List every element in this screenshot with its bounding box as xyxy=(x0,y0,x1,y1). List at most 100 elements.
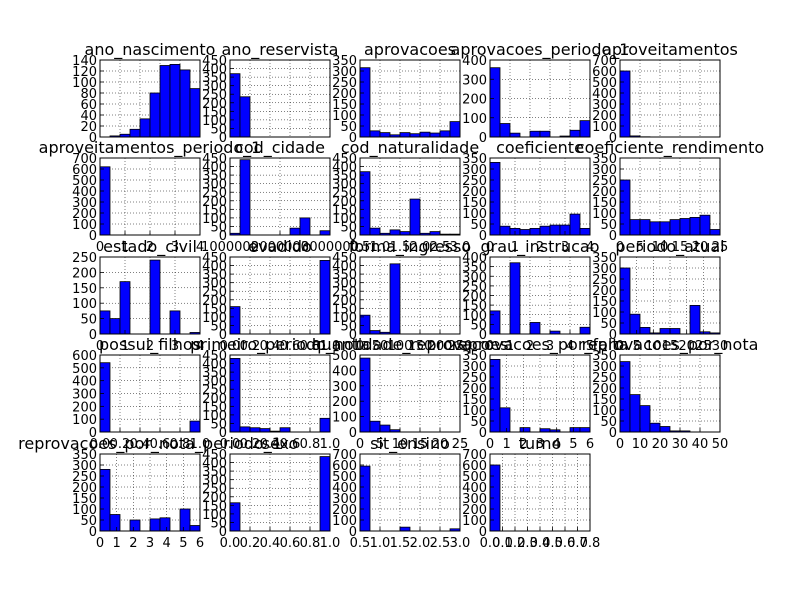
x-tick-label: 50 xyxy=(372,339,389,354)
y-tick-label: 250 xyxy=(202,88,227,103)
panel-title: sexo xyxy=(262,434,299,453)
x-tick-label: 20 xyxy=(678,339,695,354)
x-tick-label: 2000000 xyxy=(251,240,309,255)
y-tick-label: 400 xyxy=(72,375,97,390)
y-tick-label: 500 xyxy=(72,362,97,377)
x-tick-label: 4 xyxy=(566,339,574,354)
x-tick-label: 0.5 xyxy=(350,536,371,551)
histogram-bar xyxy=(319,456,331,532)
y-tick-label: 100 xyxy=(72,413,97,428)
panel-title: cod_naturalidade xyxy=(341,138,479,158)
x-tick-label: 6 xyxy=(196,536,204,551)
histogram-bar xyxy=(239,159,251,236)
x-tick-label: 1.0 xyxy=(370,536,391,551)
y-tick-label: 200 xyxy=(332,503,357,518)
y-tick-label: 50 xyxy=(340,319,357,334)
axes-frame xyxy=(99,59,201,138)
y-tick-label: 450 xyxy=(202,251,227,266)
x-tick-label: 3 xyxy=(171,240,179,255)
histogram-bar xyxy=(689,304,701,335)
y-tick-label: 350 xyxy=(72,448,97,463)
x-tick-label: 15 xyxy=(412,437,429,452)
histogram-bar xyxy=(229,73,241,138)
histogram-bar xyxy=(529,227,541,236)
y-tick-label: 50 xyxy=(80,514,97,529)
y-tick-label: 150 xyxy=(592,295,617,310)
histogram-bar xyxy=(499,225,511,236)
x-tick-label: 25 xyxy=(712,240,729,255)
y-tick-label: 0 xyxy=(609,328,617,343)
x-tick-label: 0.4 xyxy=(530,536,551,551)
axes-background xyxy=(360,454,460,531)
histogram-bar xyxy=(659,221,671,236)
panel-title: ano_reservista xyxy=(222,40,339,60)
x-tick-label: 4 xyxy=(196,339,204,354)
y-tick-label: 250 xyxy=(462,174,487,189)
axes-frame xyxy=(229,256,331,335)
y-tick-label: 150 xyxy=(332,203,357,218)
histogram-bar xyxy=(439,130,451,138)
x-tick-label: 1 xyxy=(511,240,519,255)
y-tick-label: 200 xyxy=(72,266,97,281)
y-tick-label: 400 xyxy=(332,260,357,275)
y-tick-label: 250 xyxy=(332,285,357,300)
y-tick-label: 100 xyxy=(592,207,617,222)
panel-title: grau_instrucao xyxy=(481,237,600,257)
histogram-bar xyxy=(379,424,391,433)
y-tick-label: 300 xyxy=(462,270,487,285)
x-tick-label: 4 xyxy=(553,437,561,452)
y-tick-label: 80 xyxy=(80,87,97,102)
y-tick-label: 0 xyxy=(609,426,617,441)
y-tick-label: 350 xyxy=(592,251,617,266)
x-tick-label: 2 xyxy=(526,339,534,354)
y-tick-label: 0 xyxy=(219,525,227,540)
axes-frame xyxy=(359,59,461,138)
x-tick-label: 1.0 xyxy=(320,437,341,452)
x-tick-label: 0.4 xyxy=(260,536,281,551)
histogram-bar xyxy=(159,65,171,138)
y-tick-label: 400 xyxy=(332,481,357,496)
x-tick-label: 4 xyxy=(196,240,204,255)
histogram-bar xyxy=(399,132,411,138)
histogram-bar xyxy=(579,427,591,433)
x-tick-label: 5 xyxy=(586,339,594,354)
x-tick-label: 3 xyxy=(171,339,179,354)
y-tick-label: 100 xyxy=(592,306,617,321)
y-tick-label: 100 xyxy=(202,508,227,523)
y-tick-label: 400 xyxy=(202,63,227,78)
histogram-bar xyxy=(639,405,651,433)
y-tick-label: 300 xyxy=(202,178,227,193)
y-tick-label: 250 xyxy=(462,371,487,386)
x-tick-label: 20 xyxy=(432,437,449,452)
x-tick-label: 10 xyxy=(392,437,409,452)
y-tick-label: 500 xyxy=(462,470,487,485)
x-tick-label: 0.5 xyxy=(350,240,371,255)
histogram-bar xyxy=(409,198,421,236)
x-tick-label: 1.0 xyxy=(320,339,341,354)
x-tick-label: 2.0 xyxy=(410,240,431,255)
histogram-bar xyxy=(669,219,681,236)
axes-frame xyxy=(359,157,461,236)
y-tick-label: 100 xyxy=(202,311,227,326)
x-tick-label: 3000000 xyxy=(301,240,359,255)
y-tick-label: 350 xyxy=(202,366,227,381)
histogram-bar xyxy=(239,426,251,433)
x-tick-label: 3.0 xyxy=(450,536,471,551)
y-tick-label: 350 xyxy=(202,71,227,86)
y-tick-label: 50 xyxy=(210,319,227,334)
histogram-bar xyxy=(359,357,371,433)
y-tick-label: 20 xyxy=(80,120,97,135)
y-tick-label: 0 xyxy=(349,131,357,146)
y-tick-label: 0 xyxy=(349,229,357,244)
y-tick-label: 150 xyxy=(72,492,97,507)
y-tick-label: 250 xyxy=(332,186,357,201)
histogram-bar xyxy=(369,330,381,335)
